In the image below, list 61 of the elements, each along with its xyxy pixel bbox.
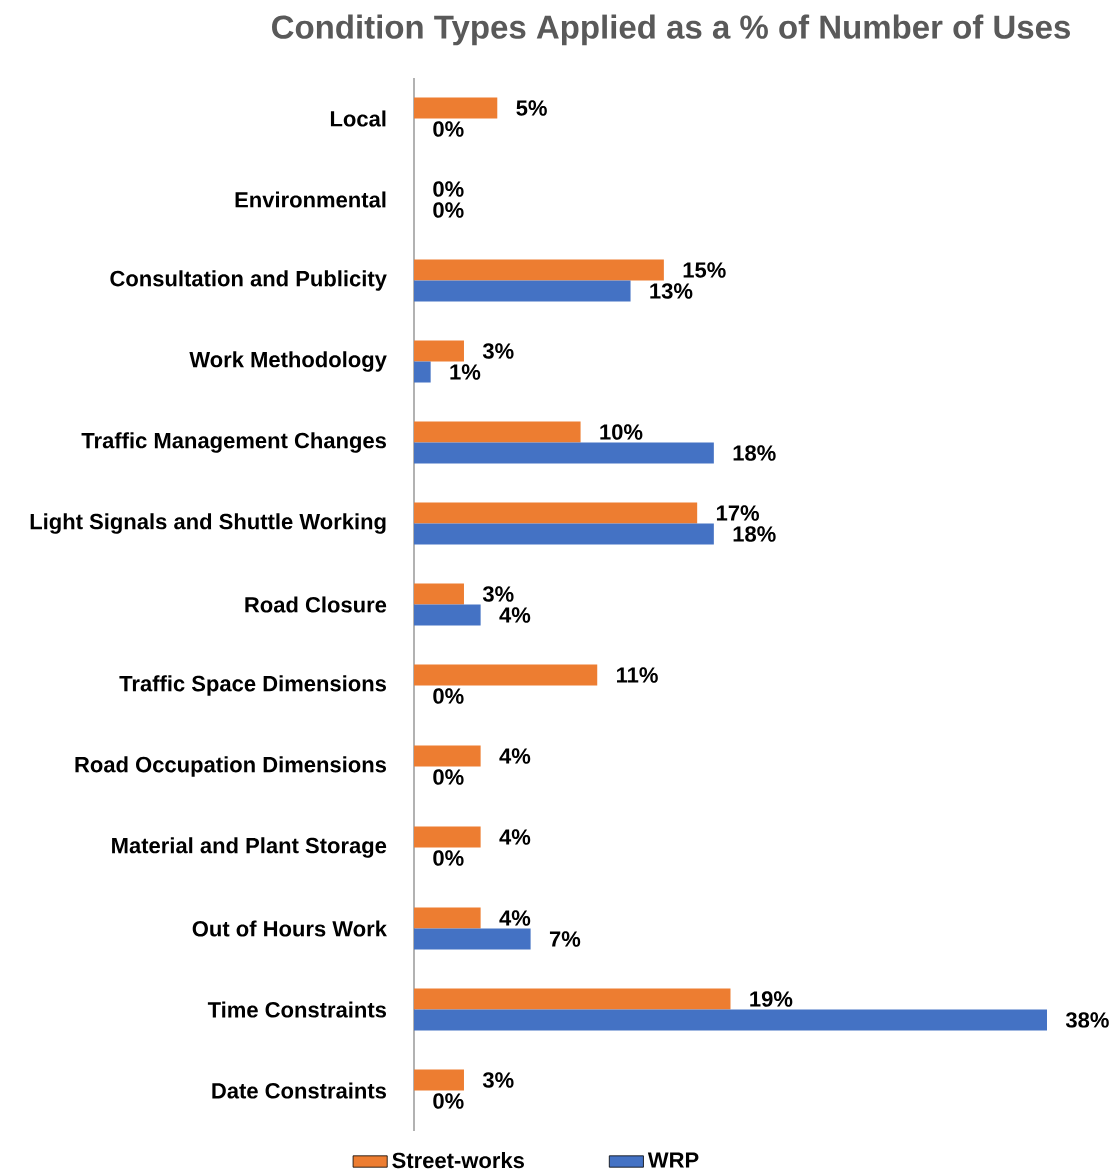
bar [414, 280, 631, 302]
data-label: 0% [433, 769, 464, 785]
chart-title: Condition Types Applied as a % of Number of Uses [272, 14, 1070, 46]
y-tick-label: Traffic Space Dimensions [119, 675, 386, 696]
y-tick-label: Work Methodology [189, 351, 387, 372]
data-label: 0% [433, 121, 464, 137]
data-label: 1% [450, 364, 481, 380]
y-tick-label: Out of Hours Work [192, 920, 387, 937]
data-label: 4% [499, 607, 531, 623]
data-label: 3% [482, 586, 514, 602]
bar [414, 604, 481, 626]
y-tick-label: Road Occupation Dimensions [75, 756, 387, 777]
bar [414, 664, 598, 686]
data-label: 4% [499, 910, 531, 926]
bar [414, 745, 481, 767]
y-tick-label: Consultation and Publicity [110, 270, 387, 291]
data-label: 5% [516, 100, 547, 116]
y-tick-label: Traffic Management Changes [81, 432, 386, 453]
bar [414, 907, 481, 929]
data-label: 17% [716, 505, 760, 521]
data-label: 11% [617, 667, 658, 683]
bar [414, 583, 464, 605]
y-tick-label: Local [330, 110, 386, 127]
y-tick-label: Date Constraints [212, 1082, 386, 1099]
data-label: 0% [433, 1093, 464, 1109]
bar [414, 340, 464, 362]
data-label: 4% [499, 829, 531, 845]
bar [414, 421, 581, 443]
data-label: 38% [1065, 1012, 1109, 1028]
bar [414, 1009, 1047, 1031]
bar [414, 826, 481, 848]
legend-label: WRP [647, 1152, 699, 1168]
bar [414, 1069, 464, 1091]
y-tick-label: Road Closure [245, 596, 387, 613]
bar [414, 523, 714, 545]
data-label: 3% [482, 343, 514, 359]
y-tick-label: Light Signals and Shuttle Working [30, 513, 386, 534]
data-label: 13% [650, 283, 693, 299]
bar [414, 361, 431, 383]
data-label: 0% [433, 202, 464, 218]
data-label: 0% [433, 181, 464, 197]
y-tick-label: Material and Plant Storage [112, 837, 387, 858]
bar [414, 442, 714, 464]
y-tick-label: Environmental [235, 191, 386, 208]
bar [414, 988, 731, 1010]
data-label: 10% [600, 424, 643, 440]
data-label: 0% [433, 850, 464, 866]
bar [414, 97, 498, 119]
data-label: 0% [433, 688, 464, 704]
bar [414, 259, 664, 281]
legend-label: Street-works [392, 1152, 524, 1169]
bar [414, 928, 531, 950]
y-tick-label: Time Constraints [207, 1001, 386, 1018]
data-label: 3% [482, 1072, 514, 1088]
data-label: 18% [733, 445, 776, 461]
data-label: 7% [549, 931, 581, 947]
data-label: 18% [733, 526, 776, 542]
bar [414, 502, 698, 524]
data-label: 4% [499, 748, 531, 764]
data-label: 15% [683, 262, 726, 278]
data-label: 19% [750, 991, 793, 1007]
